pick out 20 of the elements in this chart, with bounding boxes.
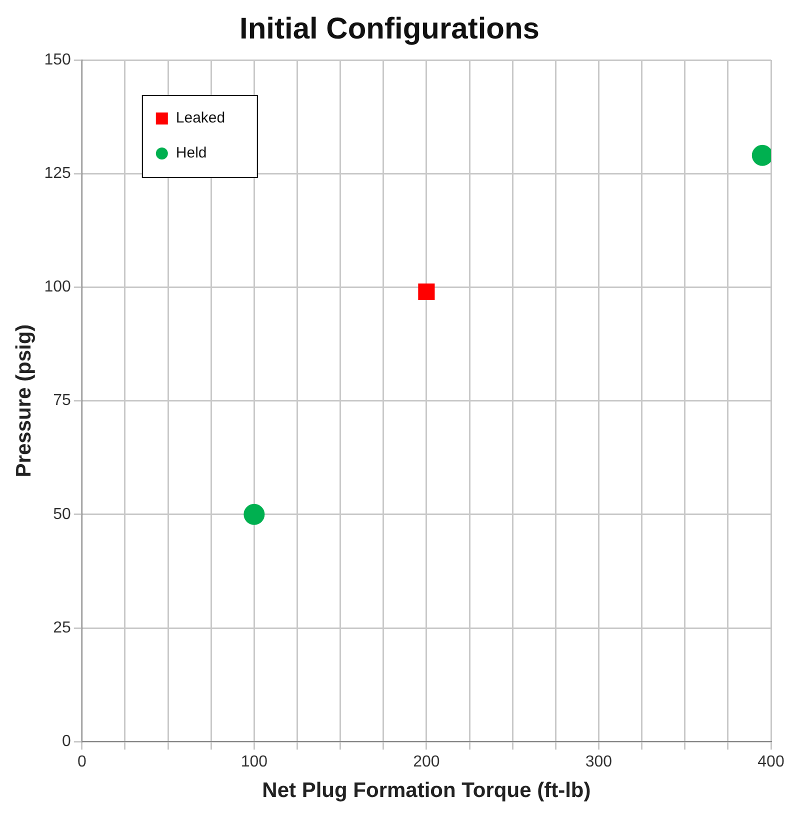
legend-label: Leaked	[176, 110, 226, 127]
x-tick-label: 300	[585, 754, 612, 771]
x-tick-label: 100	[240, 754, 268, 771]
y-axis-title: Pressure (psig)	[12, 324, 36, 478]
x-tick-label: 200	[413, 754, 440, 771]
x-axis-title: Net Plug Formation Torque (ft-lb)	[262, 779, 591, 802]
x-tick-label: 400	[758, 754, 784, 771]
y-tick-label: 100	[44, 278, 71, 296]
chart-title: Initial Configurations	[240, 12, 540, 46]
x-tick-label: 0	[77, 754, 86, 771]
y-tick-label: 0	[62, 733, 71, 750]
point	[244, 504, 265, 525]
y-tick-label: 150	[44, 51, 71, 68]
y-tick-label: 125	[44, 165, 71, 182]
legend-label: Held	[176, 144, 207, 162]
y-tick-label: 75	[53, 392, 71, 410]
y-tick-label: 50	[53, 506, 71, 523]
point	[752, 144, 771, 166]
y-tick-label: 25	[53, 619, 71, 636]
point	[418, 283, 435, 300]
